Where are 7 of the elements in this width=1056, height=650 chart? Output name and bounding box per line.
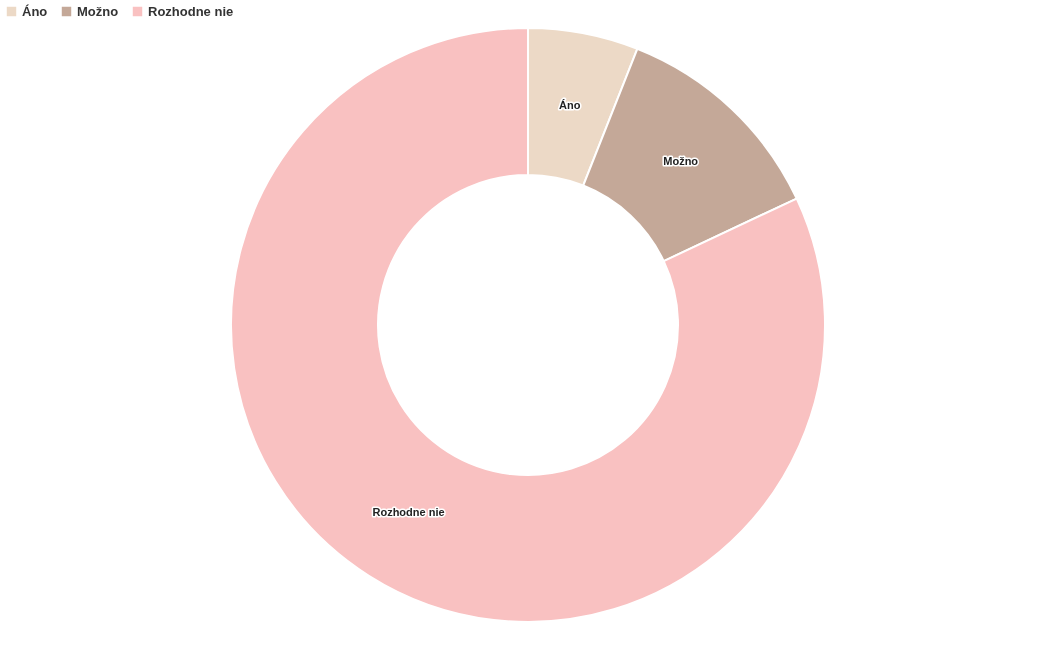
legend-label: Áno [22,3,48,19]
slice-label: Áno [559,98,581,111]
donut-slice [230,27,826,623]
slice-label: Rozhodne nie [372,506,445,519]
legend-label: Rozhodne nie [148,3,234,19]
slice-label: Možno [663,155,699,168]
legend-label: Možno [77,3,119,19]
